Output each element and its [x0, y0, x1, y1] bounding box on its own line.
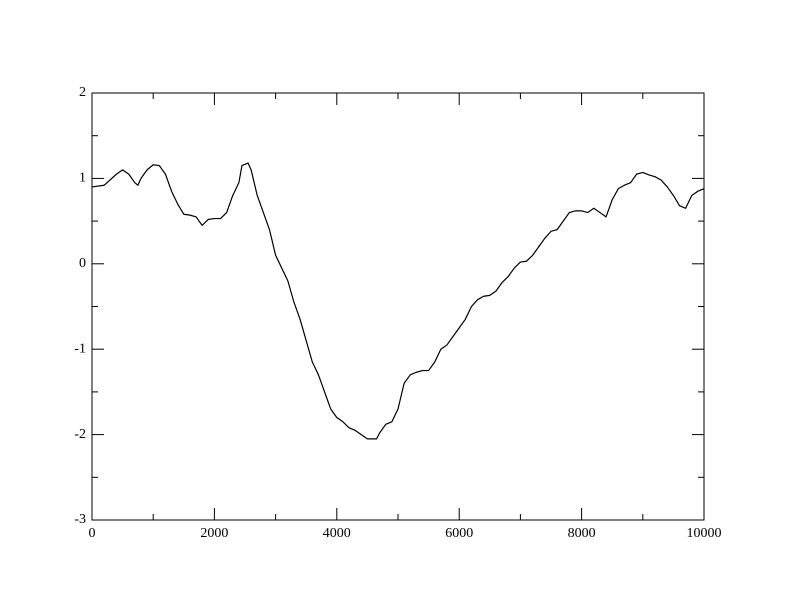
- y-tick-label: 0: [79, 256, 86, 271]
- y-tick-label: -2: [74, 427, 86, 442]
- data-line: [91, 162, 705, 440]
- x-tick-label: 6000: [445, 526, 473, 541]
- x-tick-label: 4000: [323, 526, 351, 541]
- y-tick-label: -3: [74, 512, 86, 527]
- x-tick-label: 8000: [568, 526, 596, 541]
- y-tick-label: 2: [79, 85, 86, 100]
- plot-frame: [91, 92, 705, 521]
- x-tick-label: 10000: [687, 526, 722, 541]
- x-tick-label: 2000: [200, 526, 228, 541]
- y-tick-label: -1: [74, 341, 86, 356]
- y-tick-label: 1: [79, 171, 86, 186]
- x-tick-label: 0: [89, 526, 96, 541]
